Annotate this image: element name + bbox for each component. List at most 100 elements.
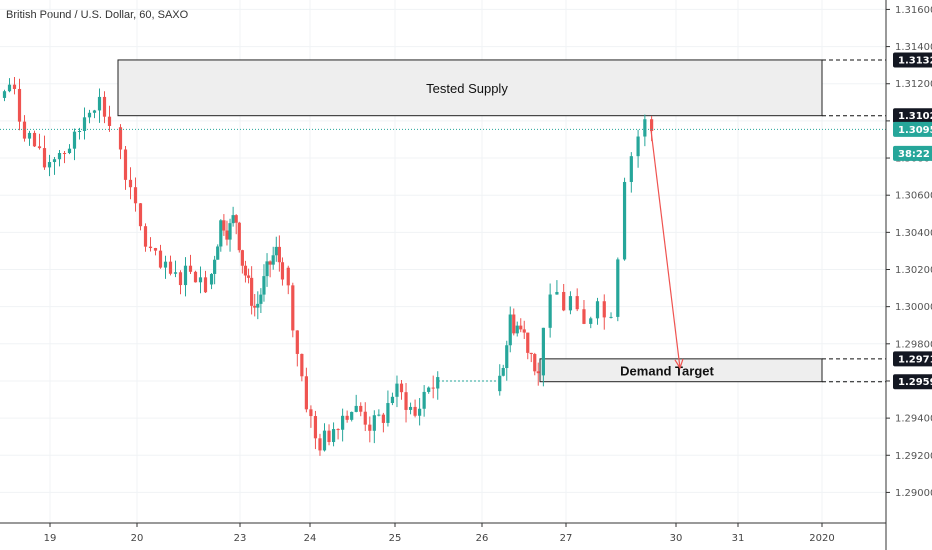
candle-body <box>381 414 385 423</box>
candle-body <box>213 259 217 274</box>
candle-body <box>526 332 530 353</box>
candle <box>541 327 545 387</box>
candle-body <box>225 230 229 240</box>
candle <box>512 308 516 336</box>
candle-body <box>372 415 376 431</box>
candle-body <box>250 277 254 306</box>
candle <box>222 214 226 236</box>
candle <box>240 249 244 274</box>
candle <box>533 352 537 376</box>
candle-body <box>123 149 128 180</box>
x-tick-label: 20 <box>131 533 144 544</box>
candle-body <box>327 430 331 443</box>
candle-body <box>408 406 413 410</box>
candle-body <box>183 265 188 286</box>
candle <box>363 402 367 432</box>
candle-body <box>82 117 87 132</box>
candle-body <box>72 131 77 149</box>
candle-body <box>568 296 573 311</box>
candle-body <box>67 148 72 154</box>
candle-body <box>2 91 7 98</box>
candle <box>609 312 613 319</box>
candle-body <box>178 272 183 286</box>
candle-body <box>318 438 322 451</box>
candle <box>354 394 358 413</box>
candle <box>629 152 633 193</box>
price-axis[interactable]: 1.316001.314001.312001.310001.308001.306… <box>886 5 932 499</box>
candle <box>234 214 238 235</box>
x-tick-label: 19 <box>44 533 57 544</box>
candle-body <box>413 406 417 416</box>
candle <box>386 390 390 427</box>
candle <box>274 236 278 262</box>
candle-body <box>354 405 358 412</box>
candle-body <box>536 371 540 374</box>
candle <box>431 375 435 399</box>
candle <box>422 385 426 417</box>
candle <box>589 316 593 329</box>
candle <box>377 409 381 417</box>
candle <box>268 260 272 278</box>
candle <box>123 145 128 190</box>
candle <box>72 128 77 161</box>
candle-body <box>128 179 133 188</box>
candle <box>350 411 354 422</box>
candle <box>427 386 431 394</box>
candle <box>381 412 385 433</box>
candle-body <box>268 261 272 265</box>
candle-body <box>57 153 62 160</box>
candle <box>87 109 92 124</box>
candle-body <box>331 429 336 443</box>
candle <box>57 149 62 167</box>
candle <box>22 115 27 142</box>
candle-body <box>636 136 640 157</box>
candle <box>562 283 566 312</box>
candle-body <box>222 220 226 231</box>
candle <box>92 109 97 119</box>
candle <box>300 353 304 382</box>
candle <box>529 352 533 363</box>
candle <box>173 260 178 278</box>
candle <box>107 105 112 132</box>
price-tag-label: 1.31328 <box>898 55 932 66</box>
candle-body <box>77 131 82 133</box>
price-tag-label: 38:22 <box>898 149 930 160</box>
candle-body <box>47 162 52 168</box>
candle-body <box>17 88 22 122</box>
y-tick-label: 1.30200 <box>895 265 932 276</box>
demand-zone-box <box>539 358 823 383</box>
candle-body <box>595 301 600 319</box>
candle <box>271 246 275 270</box>
candle <box>12 77 17 95</box>
candle-body <box>188 265 193 272</box>
candle <box>331 422 336 447</box>
x-tick-label: 24 <box>304 533 317 544</box>
candle <box>148 237 153 252</box>
candle <box>341 408 345 442</box>
candle <box>262 264 266 302</box>
time-axis[interactable]: 19 20 23 24 25 26 27 30 31 2020 <box>44 523 835 544</box>
candles <box>2 77 654 456</box>
candle <box>37 133 42 150</box>
candle <box>183 257 188 297</box>
x-tick-label: 26 <box>476 533 489 544</box>
candle-body <box>280 262 285 280</box>
x-tick-label: 31 <box>732 533 745 544</box>
candle <box>47 154 52 177</box>
supply-zone-label: Tested Supply <box>426 81 508 96</box>
candle-body <box>27 132 32 139</box>
candle-body <box>153 248 158 251</box>
candle <box>404 382 408 423</box>
price-tag-bg <box>893 145 932 161</box>
candle-body <box>32 132 37 147</box>
y-tick-label: 1.29200 <box>895 451 932 462</box>
candle-body <box>345 415 349 420</box>
candle-body <box>512 314 516 334</box>
candle-body <box>107 116 112 126</box>
candle <box>291 282 295 338</box>
candle-body <box>253 305 257 308</box>
candle <box>555 280 559 295</box>
candle-body <box>529 352 533 355</box>
candle-body <box>118 127 123 150</box>
candle-body <box>515 325 519 334</box>
